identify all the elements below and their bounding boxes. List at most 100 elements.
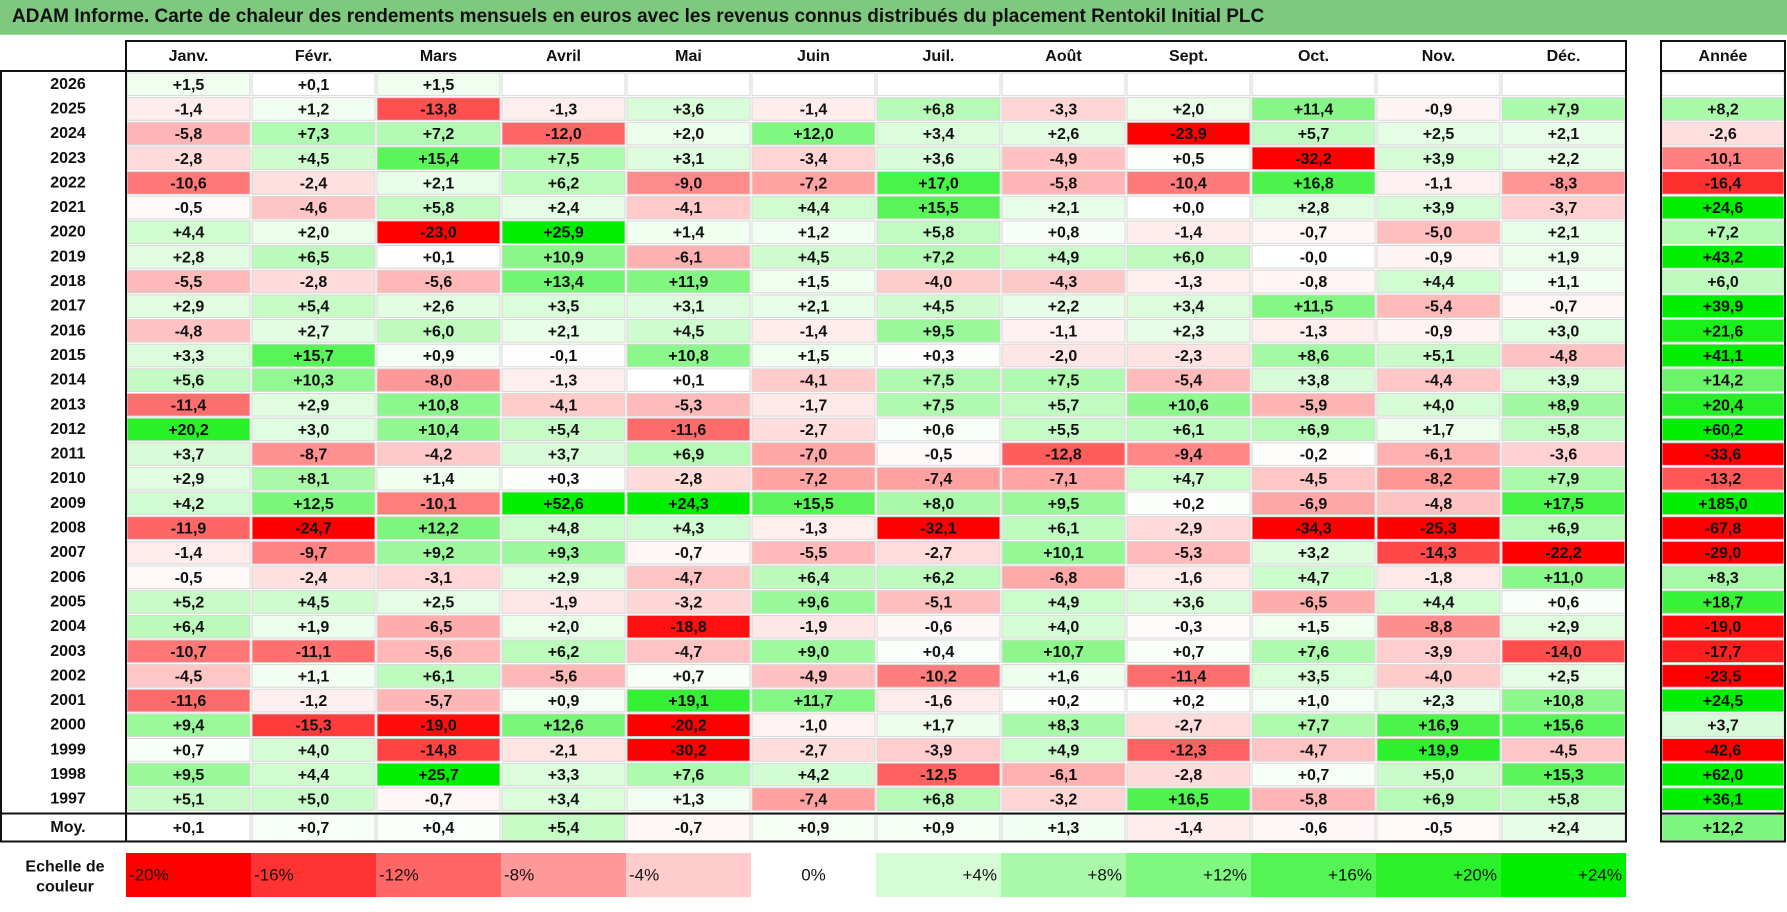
heatmap-cell: [1126, 97, 1251, 121]
year-label: 2016: [50, 322, 86, 339]
cell-value: +7,9: [1548, 101, 1580, 118]
heatmap-cell: [376, 664, 501, 688]
cell-value: +4,5: [923, 299, 955, 316]
heatmap-cell: [1126, 417, 1251, 442]
cell-value: -1,3: [1300, 323, 1328, 340]
cell-value: +10,4: [418, 422, 459, 439]
heatmap-cell: [501, 442, 626, 466]
cell-value: -0,1: [550, 348, 578, 365]
heatmap-cell: [1251, 713, 1376, 738]
heatmap-cell: [1001, 540, 1126, 565]
heatmap-cell: [1001, 171, 1126, 195]
average-cell: [251, 814, 376, 841]
heatmap-cell: [251, 738, 376, 762]
heatmap-cell: [501, 319, 626, 343]
cell-value: -6,1: [1425, 447, 1453, 464]
heatmap-cell: [876, 491, 1001, 516]
heatmap-cell: [751, 590, 876, 614]
average-value: +0,1: [173, 820, 205, 837]
cell-value: +8,1: [298, 471, 330, 488]
heatmap-cell: [376, 762, 501, 787]
heatmap-cell: [251, 787, 376, 811]
heatmap-cell: [1376, 713, 1501, 738]
heatmap-cell: [376, 688, 501, 713]
cell-value: -7,2: [800, 471, 828, 488]
heatmap-cell: [1376, 319, 1501, 343]
cell-value: -32,1: [920, 521, 957, 538]
annual-value: +3,7: [1707, 718, 1739, 735]
cell-value: +3,9: [1548, 373, 1580, 390]
cell-value: +4,2: [173, 496, 205, 513]
heatmap-cell: [1251, 97, 1376, 121]
heatmap-cell: [501, 688, 626, 713]
cell-value: +2,0: [548, 619, 580, 636]
cell-value: -3,4: [800, 151, 828, 168]
heatmap-cell: [376, 565, 501, 590]
cell-value: -11,6: [171, 693, 207, 710]
heatmap-cell: [876, 195, 1001, 220]
heatmap-cell: [1251, 171, 1376, 195]
scale-step-label: +8%: [1088, 866, 1123, 885]
year-label: 2015: [50, 347, 86, 364]
heatmap-cell: [626, 245, 751, 269]
heatmap-cell: [1001, 787, 1126, 811]
cell-value: -4,5: [1550, 742, 1578, 759]
cell-value: -3,7: [1550, 200, 1578, 217]
cell-value: +3,4: [923, 126, 955, 143]
cell-value: +16,5: [1168, 792, 1209, 809]
cell-value: +3,7: [173, 447, 205, 464]
cell-value: -0,5: [175, 200, 203, 217]
cell-value: +6,0: [1173, 249, 1205, 266]
cell-value: +1,0: [1298, 693, 1330, 710]
cell-value: -11,9: [171, 521, 207, 538]
cell-value: -9,7: [300, 545, 328, 562]
heatmap-cell: [251, 590, 376, 614]
heatmap-cell: [876, 245, 1001, 269]
heatmap-cell: [251, 713, 376, 738]
cell-value: +4,7: [1173, 471, 1205, 488]
heatmap-cell: [876, 343, 1001, 368]
heatmap-cell: [876, 442, 1001, 466]
heatmap-cell: [751, 269, 876, 294]
heatmap-cell: [1251, 146, 1376, 171]
heatmap-cell: [376, 540, 501, 565]
year-label: 2026: [50, 76, 86, 93]
heatmap-cell: [501, 195, 626, 220]
annual-value: +60,2: [1703, 422, 1744, 439]
cell-value: +8,9: [1548, 397, 1580, 414]
cell-value: +2,1: [1048, 200, 1080, 217]
cell-value: -9,0: [675, 175, 703, 192]
heatmap-cell: [1001, 614, 1126, 639]
heatmap-cell: [1126, 368, 1251, 392]
year-label: 2005: [50, 593, 86, 610]
heatmap-cell: [626, 146, 751, 171]
cell-value: +2,5: [1548, 668, 1580, 685]
cell-value: -7,2: [800, 175, 828, 192]
heatmap-cell: [251, 319, 376, 343]
heatmap-cell: [1251, 516, 1376, 540]
cell-value: +5,1: [173, 792, 205, 809]
scale-step-label: -8%: [504, 866, 534, 885]
cell-value: -30,2: [670, 742, 707, 759]
heatmap-cell: [1001, 343, 1126, 368]
month-header: Déc.: [1547, 48, 1581, 65]
cell-value: +0,2: [1173, 693, 1205, 710]
cell-value: +15,5: [793, 496, 834, 513]
heatmap-cell: [1001, 466, 1126, 491]
heatmap-cell: [251, 195, 376, 220]
cell-value: +1,5: [423, 77, 455, 94]
annual-value: -13,2: [1705, 471, 1742, 488]
heatmap-cell: [751, 688, 876, 713]
heatmap-cell: [1376, 639, 1501, 664]
cell-value: -1,3: [550, 373, 578, 390]
heatmap-cell: [876, 565, 1001, 590]
cell-value: -5,7: [425, 693, 453, 710]
heatmap-cell: [876, 417, 1001, 442]
heatmap-cell: [501, 491, 626, 516]
cell-value: +7,5: [548, 151, 580, 168]
cell-value: -1,9: [800, 619, 828, 636]
cell-value: +4,2: [798, 767, 830, 784]
cell-value: +4,0: [1048, 619, 1080, 636]
year-label: 2002: [50, 667, 86, 684]
heatmap-cell: [1376, 97, 1501, 121]
